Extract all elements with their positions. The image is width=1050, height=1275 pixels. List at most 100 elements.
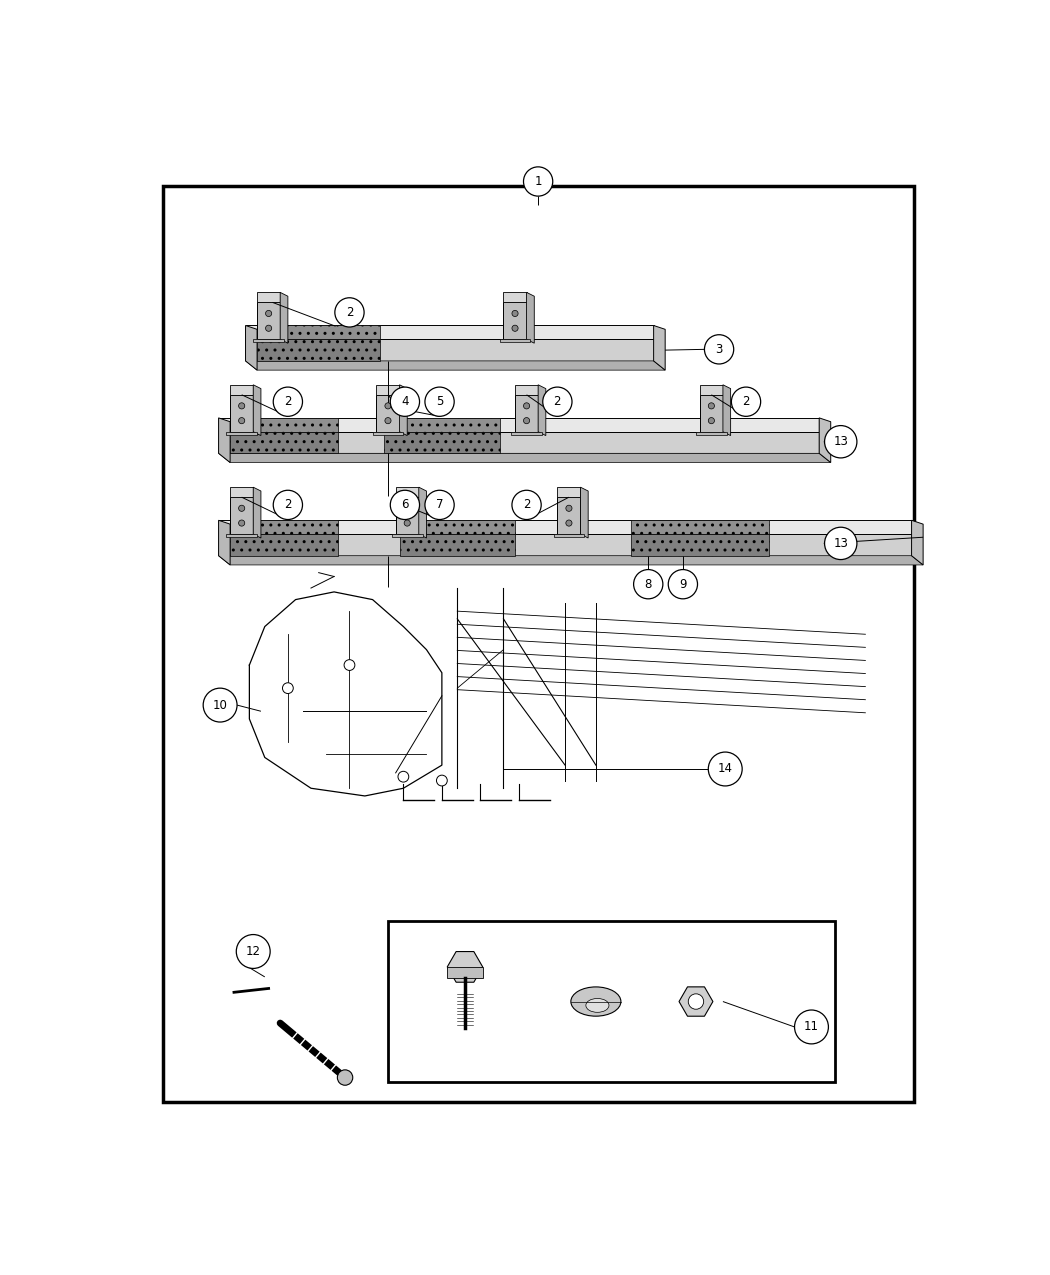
- Polygon shape: [218, 534, 911, 556]
- Polygon shape: [230, 487, 253, 497]
- Circle shape: [709, 403, 714, 409]
- Polygon shape: [257, 302, 280, 339]
- Text: 6: 6: [401, 499, 408, 511]
- Text: 2: 2: [742, 395, 750, 408]
- Text: 13: 13: [834, 435, 848, 449]
- Text: 2: 2: [553, 395, 561, 408]
- Text: 4: 4: [401, 395, 408, 408]
- Bar: [388, 921, 835, 1082]
- Text: 2: 2: [285, 499, 292, 511]
- Text: 14: 14: [718, 762, 733, 775]
- Circle shape: [425, 388, 455, 417]
- Polygon shape: [558, 487, 581, 497]
- Polygon shape: [280, 292, 288, 343]
- Circle shape: [385, 403, 391, 409]
- Polygon shape: [699, 395, 723, 432]
- Text: 2: 2: [523, 499, 530, 511]
- Circle shape: [238, 418, 245, 423]
- FancyBboxPatch shape: [553, 534, 584, 537]
- FancyBboxPatch shape: [253, 339, 284, 343]
- Circle shape: [689, 993, 704, 1010]
- Circle shape: [795, 1010, 828, 1044]
- Polygon shape: [218, 520, 230, 565]
- Circle shape: [391, 388, 420, 417]
- Circle shape: [705, 335, 734, 363]
- Circle shape: [404, 505, 411, 511]
- Circle shape: [335, 298, 364, 326]
- Circle shape: [524, 167, 552, 196]
- Polygon shape: [384, 418, 500, 432]
- Circle shape: [236, 935, 270, 969]
- Text: 10: 10: [213, 699, 228, 711]
- Circle shape: [709, 752, 742, 785]
- Text: 5: 5: [436, 395, 443, 408]
- Polygon shape: [218, 556, 923, 565]
- Polygon shape: [514, 385, 538, 395]
- Circle shape: [266, 310, 272, 316]
- Circle shape: [204, 688, 237, 722]
- Circle shape: [404, 520, 411, 527]
- Ellipse shape: [571, 987, 621, 1016]
- Circle shape: [566, 520, 572, 527]
- Polygon shape: [218, 520, 911, 534]
- Polygon shape: [230, 395, 253, 432]
- Text: 7: 7: [436, 499, 443, 511]
- Polygon shape: [257, 292, 280, 302]
- Polygon shape: [218, 432, 819, 454]
- Polygon shape: [230, 520, 338, 534]
- Circle shape: [344, 659, 355, 671]
- Polygon shape: [257, 325, 380, 339]
- Circle shape: [273, 491, 302, 519]
- Polygon shape: [630, 520, 769, 534]
- Polygon shape: [230, 418, 338, 432]
- Text: 12: 12: [246, 945, 260, 958]
- Circle shape: [732, 388, 760, 417]
- Polygon shape: [399, 534, 516, 556]
- Text: 3: 3: [715, 343, 722, 356]
- Polygon shape: [399, 385, 407, 436]
- Polygon shape: [230, 432, 338, 454]
- Circle shape: [238, 505, 245, 511]
- Circle shape: [512, 491, 541, 519]
- Text: 8: 8: [645, 578, 652, 590]
- Circle shape: [709, 418, 714, 423]
- Polygon shape: [504, 302, 527, 339]
- Polygon shape: [376, 395, 399, 432]
- Circle shape: [524, 418, 529, 423]
- Polygon shape: [253, 487, 260, 538]
- Polygon shape: [396, 497, 419, 534]
- Polygon shape: [384, 432, 500, 454]
- FancyBboxPatch shape: [511, 432, 542, 435]
- Polygon shape: [527, 292, 534, 343]
- Polygon shape: [246, 325, 653, 339]
- Polygon shape: [246, 339, 653, 361]
- FancyBboxPatch shape: [500, 339, 530, 343]
- Circle shape: [385, 418, 391, 423]
- Circle shape: [273, 388, 302, 417]
- Circle shape: [512, 325, 518, 332]
- Polygon shape: [257, 339, 380, 361]
- Polygon shape: [246, 361, 666, 370]
- Circle shape: [398, 771, 408, 782]
- Polygon shape: [230, 385, 253, 395]
- Circle shape: [633, 570, 663, 599]
- Circle shape: [282, 682, 293, 694]
- Polygon shape: [653, 325, 666, 370]
- Polygon shape: [376, 385, 399, 395]
- Circle shape: [566, 505, 572, 511]
- Polygon shape: [538, 385, 546, 436]
- Polygon shape: [246, 325, 257, 370]
- Bar: [447, 966, 483, 978]
- Ellipse shape: [586, 998, 609, 1012]
- Circle shape: [824, 528, 857, 560]
- Polygon shape: [699, 385, 723, 395]
- FancyBboxPatch shape: [392, 534, 422, 537]
- Polygon shape: [514, 395, 538, 432]
- Circle shape: [391, 491, 420, 519]
- Polygon shape: [230, 497, 253, 534]
- Circle shape: [512, 310, 518, 316]
- Text: 11: 11: [804, 1020, 819, 1034]
- FancyBboxPatch shape: [226, 432, 257, 435]
- Circle shape: [425, 491, 455, 519]
- Polygon shape: [218, 454, 831, 463]
